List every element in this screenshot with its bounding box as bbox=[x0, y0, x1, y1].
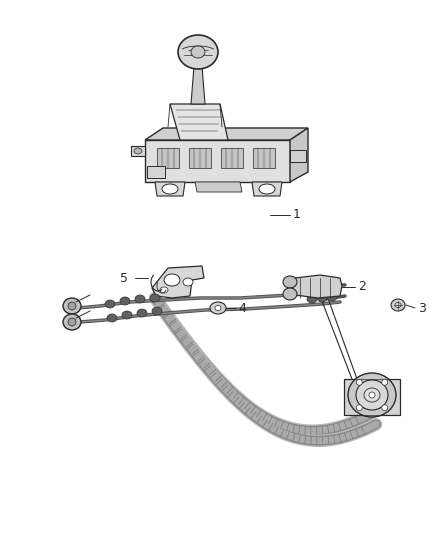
Ellipse shape bbox=[395, 303, 401, 308]
Polygon shape bbox=[290, 150, 306, 162]
Polygon shape bbox=[290, 128, 308, 182]
Text: 2: 2 bbox=[358, 280, 366, 294]
Polygon shape bbox=[253, 148, 275, 168]
Polygon shape bbox=[145, 128, 308, 140]
Ellipse shape bbox=[135, 295, 145, 303]
Ellipse shape bbox=[283, 276, 297, 288]
Ellipse shape bbox=[107, 314, 117, 322]
Text: 4: 4 bbox=[238, 302, 246, 314]
Polygon shape bbox=[191, 66, 205, 104]
Ellipse shape bbox=[283, 288, 297, 300]
Ellipse shape bbox=[356, 379, 362, 385]
Ellipse shape bbox=[307, 295, 317, 303]
Text: 1: 1 bbox=[293, 208, 301, 222]
Ellipse shape bbox=[152, 307, 162, 315]
Ellipse shape bbox=[356, 380, 388, 410]
Ellipse shape bbox=[210, 302, 226, 314]
Ellipse shape bbox=[150, 294, 160, 302]
Ellipse shape bbox=[317, 294, 327, 302]
Ellipse shape bbox=[122, 311, 132, 319]
Ellipse shape bbox=[348, 373, 396, 417]
Ellipse shape bbox=[183, 278, 193, 286]
Ellipse shape bbox=[105, 300, 115, 308]
Ellipse shape bbox=[382, 379, 388, 385]
Ellipse shape bbox=[327, 293, 337, 301]
Ellipse shape bbox=[191, 46, 205, 58]
Ellipse shape bbox=[68, 302, 76, 310]
Ellipse shape bbox=[259, 184, 275, 194]
Ellipse shape bbox=[305, 283, 315, 291]
Polygon shape bbox=[131, 146, 145, 156]
Text: 3: 3 bbox=[418, 302, 426, 314]
Ellipse shape bbox=[364, 388, 380, 402]
Ellipse shape bbox=[215, 305, 221, 311]
Ellipse shape bbox=[68, 318, 76, 326]
Text: 5: 5 bbox=[120, 271, 128, 285]
Polygon shape bbox=[145, 140, 290, 182]
Ellipse shape bbox=[134, 148, 142, 154]
Polygon shape bbox=[152, 266, 204, 298]
Ellipse shape bbox=[315, 282, 325, 290]
Polygon shape bbox=[147, 166, 165, 178]
Ellipse shape bbox=[356, 405, 362, 411]
Ellipse shape bbox=[63, 298, 81, 314]
Polygon shape bbox=[189, 148, 211, 168]
Polygon shape bbox=[252, 182, 282, 196]
Ellipse shape bbox=[369, 392, 375, 398]
Polygon shape bbox=[170, 104, 228, 140]
Polygon shape bbox=[292, 275, 342, 298]
Ellipse shape bbox=[325, 281, 335, 289]
Ellipse shape bbox=[162, 184, 178, 194]
Ellipse shape bbox=[382, 405, 388, 411]
Ellipse shape bbox=[178, 35, 218, 69]
Ellipse shape bbox=[120, 297, 130, 305]
Ellipse shape bbox=[137, 309, 147, 317]
Polygon shape bbox=[155, 182, 185, 196]
Polygon shape bbox=[221, 148, 243, 168]
Ellipse shape bbox=[160, 287, 168, 293]
Polygon shape bbox=[195, 182, 242, 192]
Ellipse shape bbox=[164, 274, 180, 286]
Ellipse shape bbox=[391, 299, 405, 311]
Polygon shape bbox=[344, 379, 400, 415]
Ellipse shape bbox=[63, 314, 81, 330]
Polygon shape bbox=[157, 148, 179, 168]
